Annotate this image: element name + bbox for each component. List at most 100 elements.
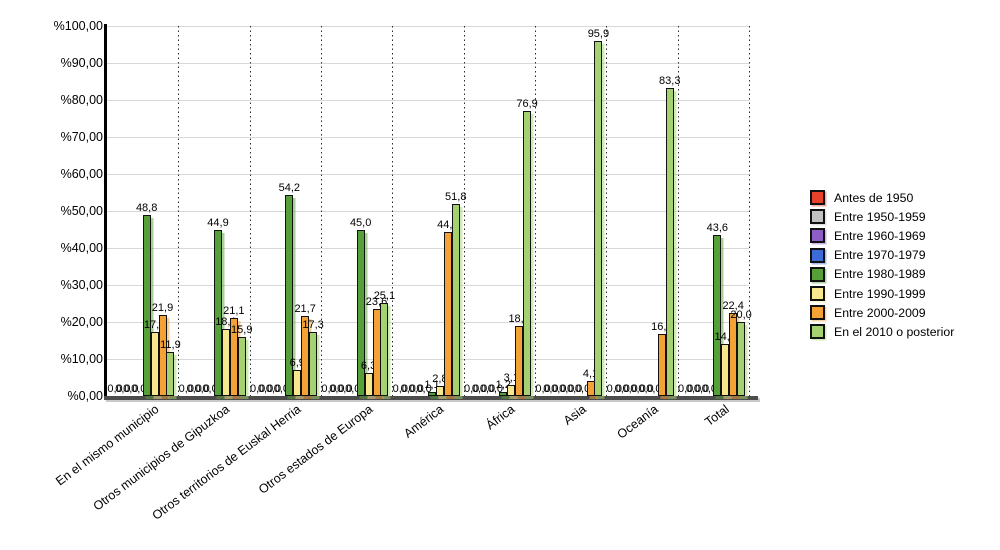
group-separator: [535, 26, 536, 396]
bar-value-label: 48,8: [135, 202, 158, 215]
bar-value-label: 22,4: [722, 300, 744, 313]
bar-value-label: 43,6: [706, 221, 729, 234]
legend-swatch: [810, 190, 825, 206]
bar-value-label: 0,0: [416, 383, 432, 395]
bar-value-label: 0,0: [408, 383, 424, 395]
bar-value-label: 0,0: [535, 383, 551, 395]
bar-value-label: 0,0: [186, 383, 202, 395]
bar-value-label: 0,0: [321, 383, 337, 395]
bar-value-label: 0,0: [487, 383, 504, 395]
group-separator: [178, 26, 180, 396]
bar-value-label: 0,0: [678, 383, 694, 395]
bar-value-label: 0,0: [265, 383, 282, 395]
legend-swatch: [810, 305, 825, 321]
bar: [293, 370, 302, 396]
grid-line-h: [107, 358, 749, 360]
bar-value-label: 0,0: [178, 383, 194, 395]
bar-value-label: 6,9: [289, 357, 305, 370]
bar: [380, 303, 389, 396]
legend-swatch: [810, 209, 825, 225]
bar-value-label: 0,0: [606, 383, 622, 395]
bar-value-label: 0,0: [574, 383, 591, 395]
bar: [142, 215, 151, 396]
legend-item: Entre 2000-2009: [810, 303, 954, 322]
bar-value-label: 0,0: [543, 383, 559, 395]
bar-value-label: 1,2: [495, 378, 511, 391]
bar-value-label: 0,0: [337, 383, 353, 395]
bar-value-label: 11,9: [160, 338, 181, 351]
bar: [309, 331, 318, 396]
bar-value-label: 17,3: [143, 318, 166, 331]
legend-item: Entre 1990-1999: [810, 284, 954, 303]
bar: [237, 337, 246, 396]
bar-value-label: 0,0: [559, 383, 575, 395]
bar-value-label: 21,1: [223, 304, 245, 317]
bar: [214, 229, 222, 396]
bar: [158, 314, 167, 396]
y-tick-label: %10,00: [60, 352, 103, 366]
bar-value-label: 0,0: [479, 383, 496, 395]
bar-value-label: 54,2: [278, 182, 301, 195]
bar-value-label: 0,0: [273, 383, 290, 395]
bar: [507, 384, 516, 396]
legend-label: Entre 1990-1999: [834, 286, 926, 301]
legend-item: Entre 1950-1959: [810, 207, 954, 226]
bar: [515, 326, 524, 396]
bar-value-label: 0,0: [257, 383, 274, 395]
bar-value-label: 2,8: [432, 372, 448, 385]
bar: [523, 111, 532, 396]
bar: [372, 308, 381, 396]
bar: [499, 391, 508, 396]
bar-value-label: 0,0: [194, 383, 210, 395]
x-category-label: África: [483, 402, 518, 433]
bar-value-label: 0,0: [614, 383, 630, 395]
x-category-label: Otros municipios de Gipuzkoa: [90, 402, 233, 514]
bar: [356, 229, 365, 396]
bar-value-label: 0,0: [115, 383, 131, 395]
bar-value-label: 0,0: [693, 383, 710, 395]
bar-value-label: 25,1: [373, 290, 396, 303]
bar-value-label: 51,8: [445, 191, 467, 204]
legend-label: Entre 2000-2009: [834, 305, 926, 320]
legend-swatch: [810, 286, 825, 302]
bar-value-label: 44,9: [207, 216, 229, 229]
group-separator: [749, 26, 750, 396]
bar: [166, 351, 175, 396]
legend-swatch: [810, 228, 825, 244]
bar: [428, 391, 436, 396]
bar-value-label: 0,0: [329, 383, 345, 395]
bar-value-label: 20,0: [730, 309, 752, 321]
bar-value-label: 21,7: [294, 302, 316, 315]
bar: [713, 234, 722, 396]
grid-line-h: [107, 136, 749, 138]
grid-line-h: [107, 62, 749, 64]
group-separator: [677, 26, 679, 396]
group-separator: [392, 26, 394, 396]
bar: [443, 232, 452, 396]
bar-value-label: 1,1: [424, 378, 440, 391]
bar-value-label: 0,0: [622, 383, 638, 395]
bar: [285, 195, 294, 396]
legend-label: Entre 1950-1959: [834, 209, 926, 224]
legend-item: Entre 1970-1979: [810, 246, 954, 265]
legend-label: Entre 1980-1989: [834, 267, 926, 282]
bar-value-label: 0,0: [131, 383, 147, 395]
bar-value-label: 0,0: [250, 383, 266, 395]
bar: [451, 204, 460, 396]
group-separator: [463, 26, 465, 396]
grid-line-h: [107, 210, 749, 212]
legend-item: En el 2010 o posterior: [810, 322, 954, 341]
y-tick-label: %70,00: [60, 130, 103, 144]
group-separator: [249, 26, 251, 396]
bar-value-label: 0,0: [551, 383, 567, 395]
bar: [435, 385, 444, 396]
bar-value-label: 18,8: [508, 313, 530, 326]
bar-value-label: 0,0: [685, 383, 702, 395]
legend-item: Antes de 1950: [810, 188, 954, 207]
bar-value-label: 17,3: [302, 318, 324, 331]
x-category-label: Oceanía: [614, 402, 661, 442]
x-category-label: Total: [702, 402, 732, 430]
legend-label: En el 2010 o posterior: [834, 324, 955, 339]
bar: [221, 329, 230, 396]
legend-swatch: [810, 247, 825, 263]
